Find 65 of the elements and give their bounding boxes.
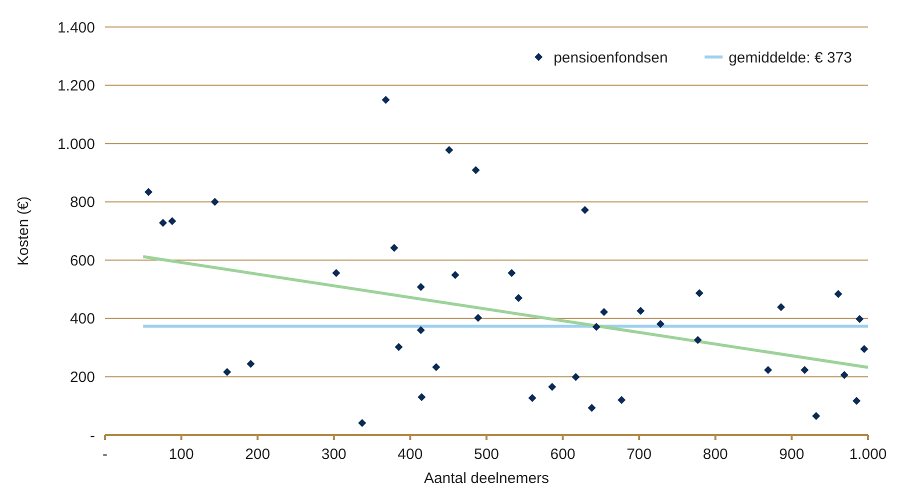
point — [432, 363, 440, 372]
point — [210, 198, 219, 206]
x-tick-label: 200 — [245, 446, 270, 463]
point — [474, 314, 482, 322]
point — [246, 360, 255, 368]
point — [223, 368, 232, 376]
point — [332, 268, 340, 277]
point — [588, 404, 596, 412]
point — [694, 336, 702, 344]
y-tick-label: - — [90, 427, 95, 444]
point — [856, 315, 864, 324]
x-tick-label: 500 — [474, 446, 500, 463]
point — [764, 366, 772, 374]
y-tick-label: 1.400 — [57, 19, 95, 36]
point — [656, 320, 664, 328]
x-tick-label: 100 — [168, 446, 194, 463]
x-tick-label: 800 — [702, 446, 728, 463]
point — [572, 373, 580, 382]
y-tick-label: 600 — [70, 252, 95, 270]
legend-label: gemiddelde: € 373 — [728, 49, 852, 66]
point — [528, 394, 536, 402]
point — [812, 412, 820, 420]
y-tick-label: 400 — [70, 310, 95, 328]
x-axis-title: Aantal deelnemers — [424, 470, 550, 487]
point — [416, 282, 425, 291]
point — [144, 188, 152, 196]
point — [695, 289, 704, 298]
point — [445, 146, 454, 154]
point — [418, 393, 426, 402]
point — [840, 370, 848, 379]
point — [394, 342, 403, 351]
point — [592, 322, 600, 331]
x-tick-label: 900 — [779, 446, 804, 463]
x-tick-label: - — [102, 446, 108, 463]
x-tick-label: 1.000 — [849, 446, 887, 463]
x-tick-label: 600 — [550, 446, 576, 463]
point — [382, 96, 390, 104]
y-tick-label: 800 — [70, 194, 95, 212]
point — [358, 419, 366, 428]
point — [390, 244, 398, 252]
point — [451, 271, 460, 280]
point — [514, 294, 523, 302]
point — [508, 268, 516, 277]
point — [548, 382, 556, 391]
point — [852, 396, 861, 405]
point — [472, 166, 480, 174]
y-axis-title: Kosten (€) — [15, 196, 32, 266]
point — [834, 290, 842, 298]
point — [860, 345, 868, 354]
legend-label: pensioenfondsen — [554, 49, 668, 66]
point — [800, 366, 809, 374]
point — [416, 326, 425, 334]
x-tick-label: 400 — [398, 446, 423, 463]
y-tick-label: 200 — [70, 368, 95, 386]
y-tick-label: 1.000 — [57, 136, 95, 153]
point — [168, 217, 176, 226]
point — [580, 206, 589, 214]
point — [636, 306, 645, 315]
point — [600, 308, 608, 316]
x-tick-label: 700 — [626, 446, 652, 463]
point — [618, 396, 626, 404]
point — [777, 303, 786, 312]
point — [158, 218, 167, 227]
y-tick-label: 1.200 — [57, 78, 95, 95]
x-tick-label: 300 — [321, 446, 346, 463]
